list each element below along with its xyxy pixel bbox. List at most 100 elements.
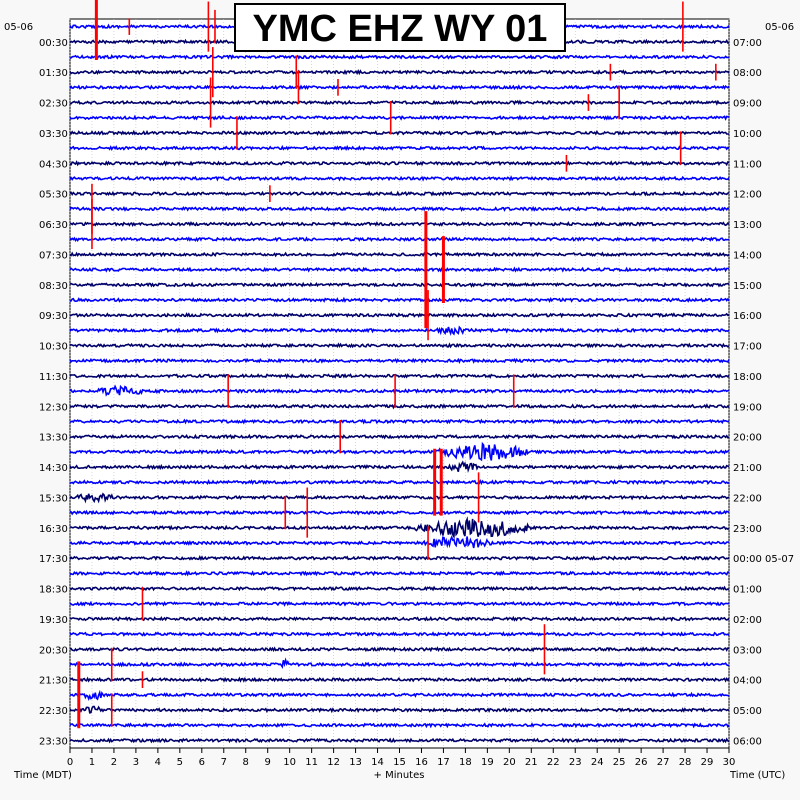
x-label-right: Time (UTC) (729, 770, 785, 781)
seismic-trace (69, 144, 730, 152)
seismic-trace (70, 516, 730, 540)
right-time-label: 11:00 (733, 159, 762, 170)
seismic-trace (69, 705, 730, 714)
seismic-trace (69, 68, 730, 76)
right-time-label: 13:00 (733, 220, 762, 231)
x-tick-label: 11 (305, 757, 318, 768)
seismic-trace (69, 160, 730, 167)
left-time-label: 15:30 (39, 493, 68, 504)
seismic-trace (69, 646, 730, 653)
left-time-label: 19:30 (39, 615, 68, 626)
left-time-label: 02:30 (39, 99, 68, 110)
right-time-label: 20:00 (733, 433, 762, 444)
x-tick-label: 27 (657, 757, 670, 768)
right-time-label: 07:00 (733, 38, 762, 49)
seismic-trace (69, 325, 730, 336)
seismic-trace (69, 585, 730, 592)
seismic-trace (69, 555, 730, 562)
right-time-label: 00:00 05-07 (733, 554, 794, 565)
x-tick-label: 22 (547, 757, 560, 768)
x-tick-label: 0 (67, 757, 73, 768)
right-time-label: 08:00 (733, 68, 762, 79)
x-tick-label: 9 (265, 757, 271, 768)
seismic-trace (69, 296, 730, 303)
x-tick-label: 28 (679, 757, 692, 768)
left-time-label: 07:30 (39, 250, 68, 261)
x-tick-label: 7 (221, 757, 227, 768)
left-time-label: 01:30 (39, 68, 68, 79)
right-time-label: 23:00 (733, 524, 762, 535)
left-time-label: 06:30 (39, 220, 68, 231)
x-tick-label: 5 (177, 757, 183, 768)
right-time-label: 10:00 (733, 129, 762, 140)
seismic-trace (69, 54, 730, 60)
event-markers (77, 0, 717, 729)
x-tick-label: 30 (723, 757, 736, 768)
x-tick-label: 8 (243, 757, 249, 768)
left-time-label: 04:30 (39, 159, 68, 170)
left-time-label: 00:30 (39, 38, 68, 49)
seismic-trace (69, 342, 730, 349)
x-tick-label: 14 (371, 757, 384, 768)
seismic-trace (69, 460, 730, 474)
x-tick-label: 25 (613, 757, 626, 768)
left-time-labels: 00:30 01:30 02:30 03:30 04:30 05:30 06:30 07:30… (39, 38, 68, 748)
x-tick-label: 6 (199, 757, 205, 768)
right-time-label: 12:00 (733, 190, 762, 201)
left-time-label: 17:30 (39, 554, 68, 565)
x-tick-label: 10 (283, 757, 296, 768)
right-time-label: 06:00 (733, 736, 762, 747)
left-time-label: 20:30 (39, 645, 68, 656)
right-time-labels: 07:00 08:00 09:00 10:00 11:00 12:00 13:00 14:00… (733, 38, 794, 748)
seismic-trace (69, 492, 730, 504)
seismic-trace (69, 737, 730, 744)
right-time-label: 17:00 (733, 342, 762, 353)
seismic-trace (69, 384, 730, 397)
seismic-trace (69, 615, 730, 622)
x-tick-label: 16 (415, 757, 428, 768)
seismic-trace (69, 433, 730, 440)
seismic-trace (69, 373, 730, 380)
right-time-label: 19:00 (733, 402, 762, 413)
x-tick-label: 24 (591, 757, 604, 768)
seismic-trace (69, 535, 730, 549)
seismic-trace (69, 722, 730, 729)
right-time-label: 09:00 (733, 99, 762, 110)
seismic-trace (69, 175, 730, 182)
seismic-trace (69, 129, 729, 136)
plot-area (69, 18, 730, 749)
seismic-trace (69, 441, 730, 462)
x-tick-label: 13 (349, 757, 362, 768)
seismic-trace (69, 403, 730, 410)
left-time-label: 03:30 (39, 129, 68, 140)
right-time-label: 14:00 (733, 250, 762, 261)
seismic-trace (69, 689, 730, 701)
left-time-label: 10:30 (39, 342, 68, 353)
left-time-label: 05:30 (39, 190, 68, 201)
title-box (234, 3, 566, 52)
date-label-left: 05-06 (4, 22, 33, 33)
seismic-trace (69, 266, 730, 273)
seismic-trace (69, 676, 730, 683)
seismic-trace (69, 312, 730, 319)
right-time-label: 22:00 (733, 493, 762, 504)
seismic-trace (69, 631, 730, 638)
x-axis-ticks: 0 1 2 3 4 5 6 7 8 9 10 11 12 13 14 15 16 17 18 19 20 21 22 23 24… (67, 748, 736, 768)
left-time-label: 21:30 (39, 676, 68, 687)
seismic-trace (69, 221, 730, 228)
x-tick-label: 18 (459, 757, 472, 768)
right-time-label: 02:00 (733, 615, 762, 626)
x-tick-label: 19 (481, 757, 494, 768)
x-tick-label: 29 (701, 757, 714, 768)
x-tick-label: 20 (503, 757, 516, 768)
chart-title: YMC EHZ WY 01 (253, 8, 548, 50)
x-tick-label: 4 (155, 757, 161, 768)
left-time-label: 08:30 (39, 281, 68, 292)
seismic-trace (69, 190, 730, 197)
seismic-trace (69, 478, 730, 486)
right-time-label: 16:00 (733, 311, 762, 322)
left-time-label: 13:30 (39, 433, 68, 444)
left-time-label: 16:30 (39, 524, 68, 535)
x-tick-label: 2 (111, 757, 117, 768)
